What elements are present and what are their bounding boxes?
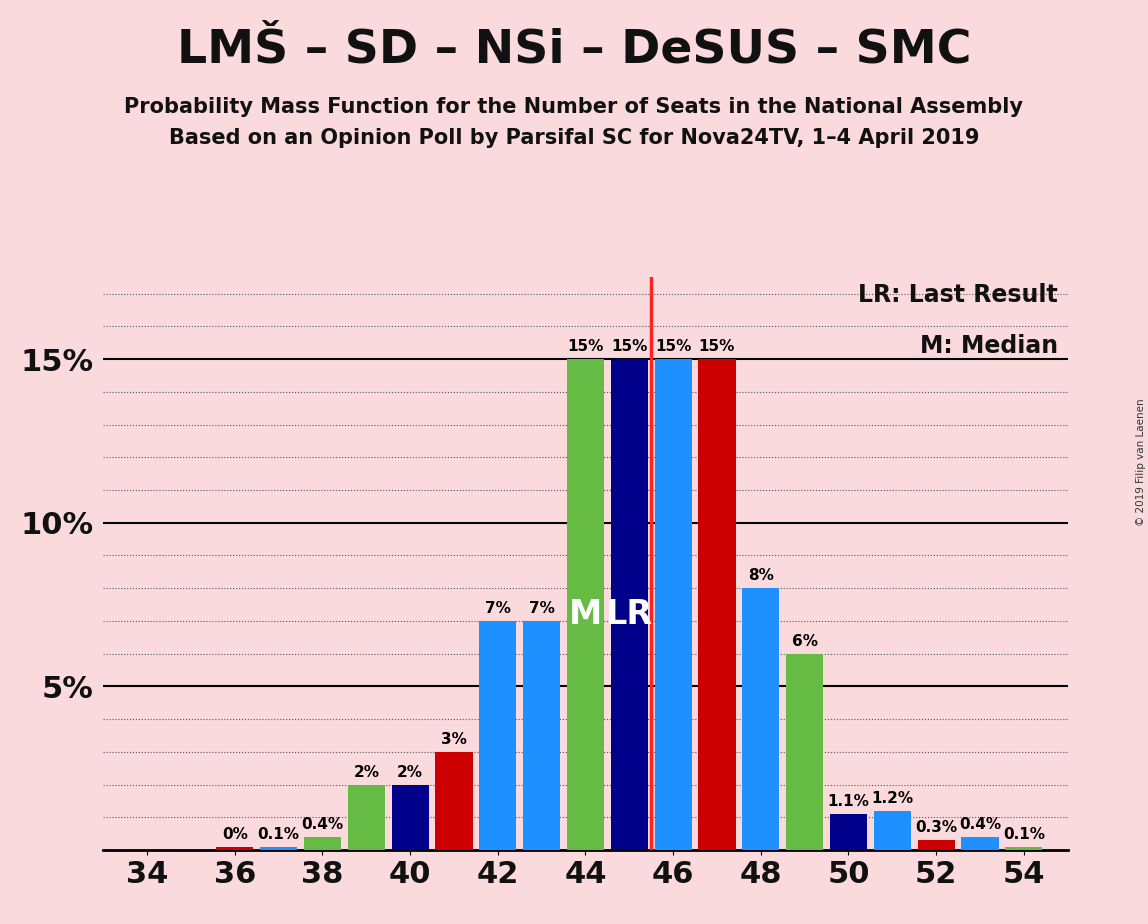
Bar (698, 359, 736, 850)
Text: 0%: 0% (222, 827, 248, 842)
Text: 15%: 15% (699, 339, 735, 354)
Bar (611, 359, 647, 850)
Bar (216, 846, 254, 850)
Text: 0.1%: 0.1% (1003, 827, 1045, 842)
Bar (435, 752, 473, 850)
Text: LMŠ – SD – NSi – DeSUS – SMC: LMŠ – SD – NSi – DeSUS – SMC (177, 28, 971, 73)
Bar (874, 810, 912, 850)
Text: 7%: 7% (529, 601, 554, 616)
Bar (742, 589, 779, 850)
Text: 7%: 7% (484, 601, 511, 616)
Text: M: M (569, 598, 602, 631)
Text: 0.4%: 0.4% (302, 817, 343, 833)
Bar (917, 840, 955, 850)
Text: Based on an Opinion Poll by Parsifal SC for Nova24TV, 1–4 April 2019: Based on an Opinion Poll by Parsifal SC … (169, 128, 979, 148)
Text: LR: LR (606, 598, 653, 631)
Text: 15%: 15% (567, 339, 604, 354)
Bar (830, 814, 867, 850)
Text: 15%: 15% (611, 339, 647, 354)
Text: 2%: 2% (354, 765, 379, 780)
Text: 0.4%: 0.4% (959, 817, 1001, 833)
Text: 8%: 8% (747, 568, 774, 583)
Text: 15%: 15% (656, 339, 691, 354)
Bar (961, 837, 999, 850)
Text: 0.3%: 0.3% (915, 821, 957, 835)
Bar (259, 846, 297, 850)
Bar (654, 359, 692, 850)
Bar (479, 621, 517, 850)
Text: 3%: 3% (441, 732, 467, 747)
Bar (1006, 846, 1042, 850)
Text: 1.2%: 1.2% (871, 791, 914, 806)
Text: 0.1%: 0.1% (257, 827, 300, 842)
Bar (523, 621, 560, 850)
Bar (391, 784, 429, 850)
Text: © 2019 Filip van Laenen: © 2019 Filip van Laenen (1135, 398, 1146, 526)
Bar (304, 837, 341, 850)
Text: 6%: 6% (792, 634, 817, 649)
Bar (348, 784, 385, 850)
Text: M: Median: M: Median (920, 334, 1058, 359)
Bar (786, 653, 823, 850)
Text: LR: Last Result: LR: Last Result (859, 283, 1058, 307)
Text: 2%: 2% (397, 765, 424, 780)
Text: Probability Mass Function for the Number of Seats in the National Assembly: Probability Mass Function for the Number… (124, 97, 1024, 117)
Text: 1.1%: 1.1% (828, 794, 869, 809)
Bar (567, 359, 604, 850)
